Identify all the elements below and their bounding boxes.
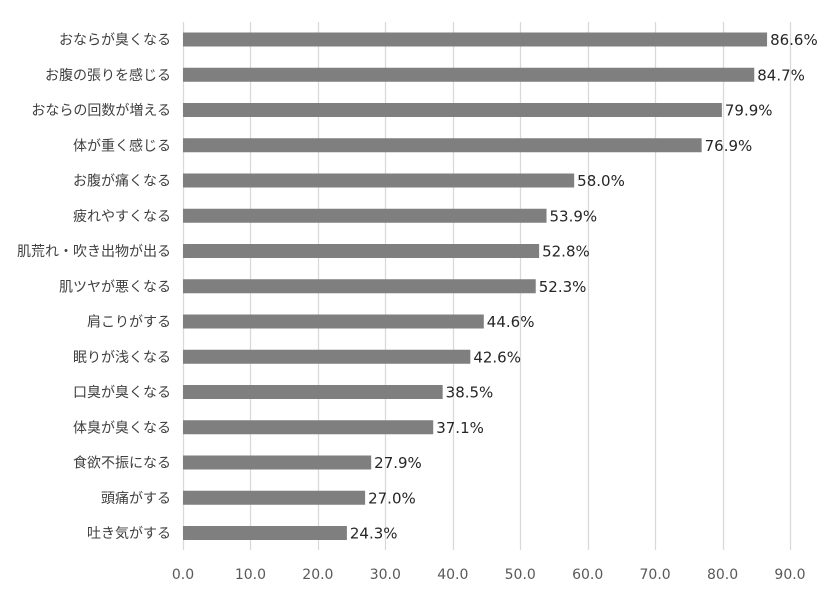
bar [183, 208, 547, 223]
x-tick-label: 20.0 [302, 567, 333, 583]
x-axis-tick-labels: 0.0 10.0 20.0 30.0 40.0 50.0 60.0 70.0 80.0 90.0 [172, 567, 806, 583]
category-label: 疲れやすくなる [73, 208, 171, 225]
bar [183, 173, 575, 188]
data-label: 84.7% [757, 66, 805, 84]
x-tick-label: 70.0 [640, 567, 671, 583]
category-labels: おならが臭くなるお腹の張りを感じるおならの回数が増える体が重く感じるお腹が痛くな… [17, 33, 171, 543]
bar [183, 385, 443, 399]
data-label: 86.6% [770, 31, 818, 49]
data-label: 79.9% [725, 102, 773, 120]
value-labels: 86.6% 84.7% 79.9% 76.9% 58.0% 53.9% 52.8% 52.3%… [350, 31, 818, 543]
data-label: 37.1% [436, 419, 484, 437]
category-label: 食欲不振になる [73, 455, 171, 472]
category-label: 肌ツヤが悪くなる [59, 279, 171, 295]
x-tick-label: 90.0 [774, 567, 805, 583]
data-label: 38.5% [446, 384, 494, 402]
data-label: 52.3% [539, 278, 587, 296]
x-tick-label: 60.0 [572, 567, 603, 583]
category-label: お腹の張りを感じる [45, 67, 171, 84]
bar [183, 526, 347, 540]
category-label: おならの回数が増える [31, 103, 171, 119]
x-tick-label: 50.0 [505, 567, 536, 583]
bar [183, 279, 536, 294]
category-label: 吐き気がする [87, 526, 171, 542]
data-label: 24.3% [350, 525, 398, 543]
category-label: 体が重く感じる [73, 137, 171, 154]
x-tick-label: 80.0 [707, 567, 738, 583]
category-label: 肩こりがする [87, 315, 171, 331]
bar [183, 314, 484, 329]
category-label: 体臭が臭くなる [73, 420, 171, 436]
x-tick-label: 30.0 [370, 567, 401, 583]
data-label: 27.9% [374, 454, 422, 472]
bar [183, 103, 722, 117]
data-label: 42.6% [473, 348, 521, 366]
bar [183, 244, 540, 258]
x-tick-label: 0.0 [172, 567, 194, 583]
bar [183, 349, 471, 364]
data-label: 52.8% [542, 243, 590, 261]
category-label: 口臭が臭くなる [73, 385, 171, 401]
data-label: 76.9% [705, 137, 753, 155]
bar [183, 138, 702, 153]
bars [183, 32, 768, 540]
data-label: 44.6% [487, 313, 535, 331]
category-label: 眠りが浅くなる [73, 350, 171, 366]
category-label: お腹が痛くなる [73, 173, 171, 190]
data-label: 53.9% [550, 207, 598, 225]
bar [183, 490, 366, 505]
bar [183, 67, 755, 82]
data-label: 58.0% [577, 172, 625, 190]
category-label: おならが臭くなる [59, 33, 171, 49]
category-label: 頭痛がする [101, 490, 171, 507]
bar [183, 455, 372, 470]
bar [183, 32, 768, 47]
category-label: 肌荒れ・吹き出物が出る [17, 244, 171, 260]
bar [183, 420, 434, 435]
x-tick-label: 40.0 [437, 567, 468, 583]
data-label: 27.0% [368, 489, 416, 507]
x-tick-label: 10.0 [235, 567, 266, 583]
